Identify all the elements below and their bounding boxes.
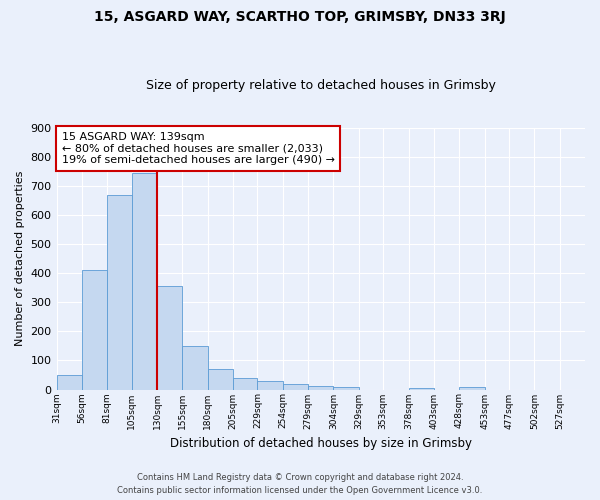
Text: 15 ASGARD WAY: 139sqm
← 80% of detached houses are smaller (2,033)
19% of semi-d: 15 ASGARD WAY: 139sqm ← 80% of detached … [62,132,335,165]
Y-axis label: Number of detached properties: Number of detached properties [15,171,25,346]
Bar [208,369,233,390]
Text: Contains HM Land Registry data © Crown copyright and database right 2024.
Contai: Contains HM Land Registry data © Crown c… [118,474,482,495]
Bar [334,387,359,390]
Title: Size of property relative to detached houses in Grimsby: Size of property relative to detached ho… [146,79,496,92]
Bar [459,386,485,390]
Text: 15, ASGARD WAY, SCARTHO TOP, GRIMSBY, DN33 3RJ: 15, ASGARD WAY, SCARTHO TOP, GRIMSBY, DN… [94,10,506,24]
Bar [56,375,82,390]
Bar [233,378,257,390]
Bar [131,173,157,390]
Bar [409,388,434,390]
Bar [283,384,308,390]
X-axis label: Distribution of detached houses by size in Grimsby: Distribution of detached houses by size … [170,437,472,450]
Bar [82,270,107,390]
Bar [157,286,182,390]
Bar [182,346,208,390]
Bar [308,386,334,390]
Bar [257,381,283,390]
Bar [107,194,131,390]
